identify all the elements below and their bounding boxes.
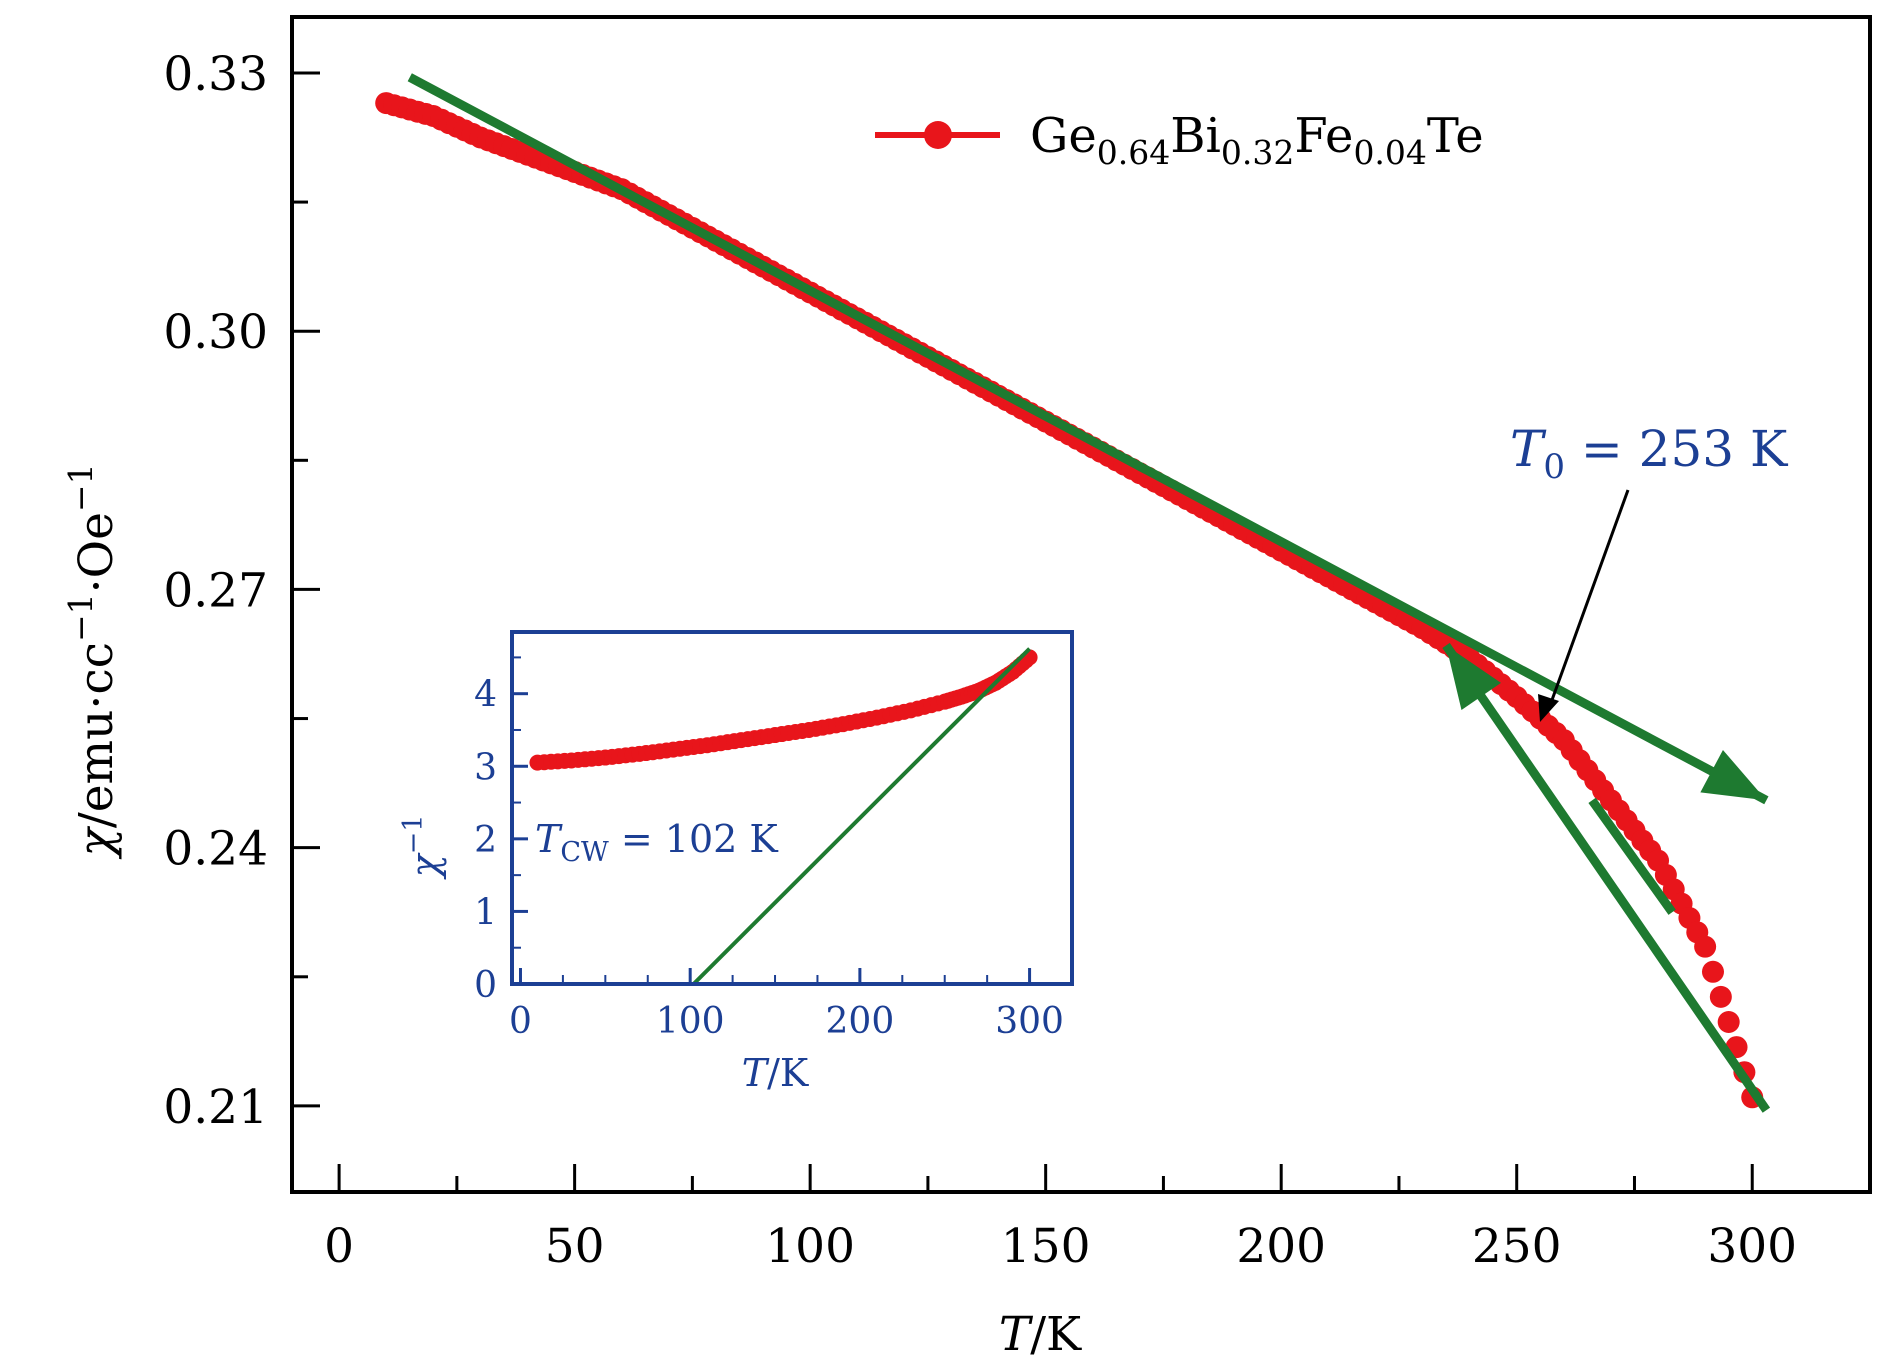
main-y-tick-label: 0.30 xyxy=(163,305,268,360)
inset-x-axis-title: T/K xyxy=(742,1051,809,1095)
main-y-tick-label: 0.27 xyxy=(163,563,268,618)
main-y-tick-label: 0.33 xyxy=(163,47,268,102)
legend-marker xyxy=(924,121,952,149)
inset-y-tick-label: 3 xyxy=(474,747,497,788)
main-fit-lines xyxy=(407,73,1771,1113)
inset-x-tick-label: 100 xyxy=(656,1001,725,1042)
t0-pointer-line xyxy=(1550,489,1630,701)
t0-label: T0 = 253 K xyxy=(1510,420,1789,487)
inset-fit-line xyxy=(692,647,1031,986)
main-y-tick-label: 0.21 xyxy=(163,1080,268,1135)
inset-data-points xyxy=(529,649,1038,771)
main-fit-line xyxy=(1442,642,1771,1113)
inset-y-ticks: 0 1 2 3 4 xyxy=(474,656,528,1006)
main-x-axis-title: T/K xyxy=(999,1307,1082,1362)
inset-plot: 0 100 200 300 0 1 2 3 4 T/K χ−1 TCW = 102 K xyxy=(398,630,1074,1095)
fit-arrow-head xyxy=(1700,749,1767,801)
inset-y-tick-label: 4 xyxy=(474,675,497,716)
main-fit-line xyxy=(407,73,1769,805)
main-fit-line xyxy=(1588,797,1676,915)
inset-y-axis-title: χ−1 xyxy=(398,815,447,881)
t0-pointer-head xyxy=(1538,694,1559,722)
main-plot: 0 50 100 150 200 250 300 0.210.240.270.300.33 … xyxy=(61,15,1872,1362)
legend: Ge0.64Bi0.32Fe0.04Te xyxy=(875,108,1484,172)
main-data-point xyxy=(1701,960,1724,983)
inset-y-tick-label: 1 xyxy=(474,892,497,933)
main-y-axis-title: χ/emu·cc−1·Oe−1 xyxy=(61,463,124,859)
inset-plot-frame xyxy=(510,630,1074,986)
inset-y-tick-label: 0 xyxy=(474,965,497,1006)
main-x-tick-label: 50 xyxy=(545,1219,605,1274)
main-data-point xyxy=(1709,985,1732,1008)
main-data-point xyxy=(1694,935,1717,958)
main-y-ticks: 0.21 0.24 0.27 0.30 0.33 xyxy=(163,47,320,1135)
main-x-tick-label: 0 xyxy=(324,1219,354,1274)
inset-x-ticks: 0 100 200 300 xyxy=(509,968,1064,1042)
fit-arrow-head xyxy=(1446,645,1502,711)
inset-x-tick-label: 0 xyxy=(509,1001,532,1042)
main-x-tick-label: 150 xyxy=(1001,1219,1091,1274)
legend-label: Ge0.64Bi0.32Fe0.04Te xyxy=(1030,108,1484,172)
inset-x-tick-label: 200 xyxy=(826,1001,895,1042)
t0-annotation: T0 = 253 K xyxy=(1510,420,1789,722)
main-x-tick-label: 250 xyxy=(1472,1219,1562,1274)
inset-x-tick-label: 300 xyxy=(995,1001,1064,1042)
main-x-tick-label: 300 xyxy=(1707,1219,1797,1274)
main-x-ticks: 0 50 100 150 200 250 300 xyxy=(324,1164,1797,1274)
main-plot-frame xyxy=(290,15,1872,1194)
main-data-point xyxy=(1717,1010,1740,1033)
main-x-tick-label: 200 xyxy=(1236,1219,1326,1274)
inset-y-tick-label: 2 xyxy=(474,820,497,861)
tcw-label: TCW = 102 K xyxy=(535,817,778,868)
inset-fit-line xyxy=(692,647,1031,986)
main-x-tick-label: 100 xyxy=(765,1219,855,1274)
main-y-tick-label: 0.24 xyxy=(163,822,268,877)
